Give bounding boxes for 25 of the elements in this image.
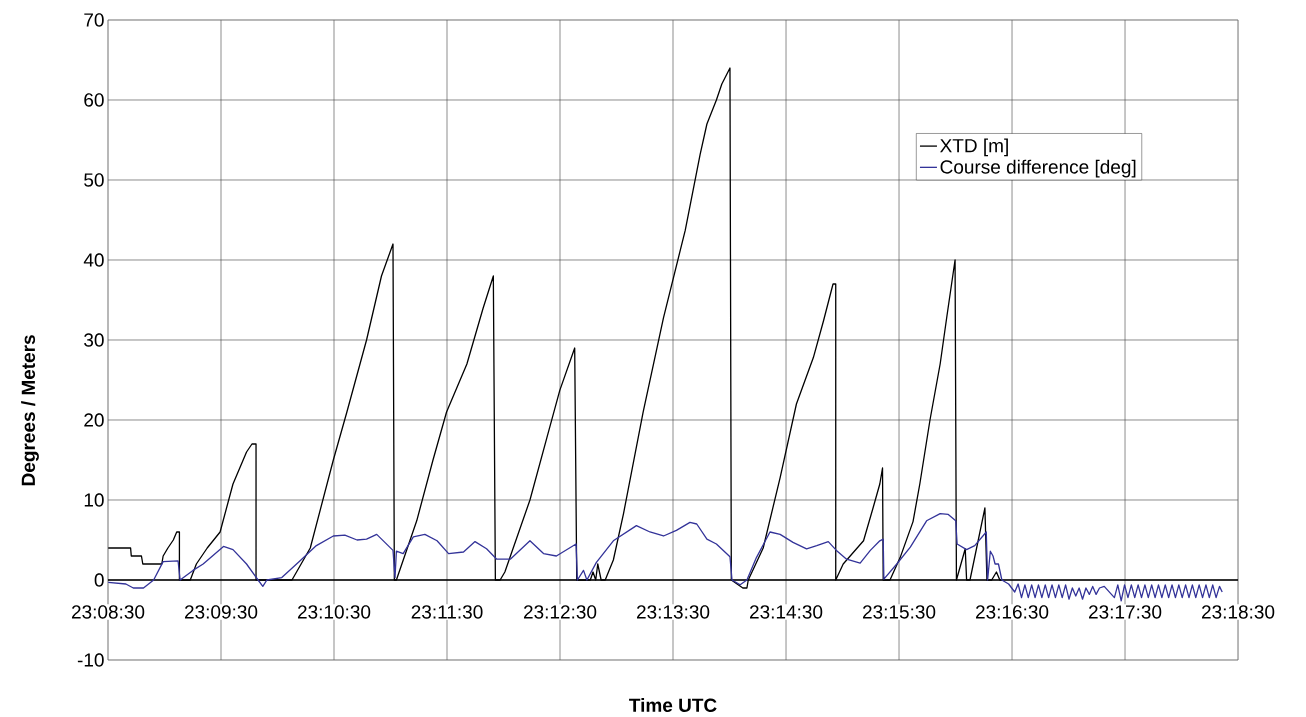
legend-label: XTD [m] (940, 138, 1008, 157)
y-axis-title: Degrees / Meters (21, 335, 39, 486)
y-tick-label: 20 (84, 413, 104, 427)
legend-label: Course difference [deg] (940, 159, 1136, 178)
x-tick-label: 23:18:30 (1202, 605, 1275, 619)
y-tick-label: 50 (84, 173, 104, 187)
x-axis-title: Time UTC (629, 698, 717, 712)
y-tick-label: 40 (83, 253, 104, 267)
y-tick-label: -10 (77, 653, 104, 667)
y-tick-label: 60 (84, 93, 104, 107)
x-tick-label: 23:08:30 (71, 605, 145, 619)
x-tick-label: 23:12:30 (523, 605, 597, 619)
x-tick-label: 23:15:30 (862, 605, 936, 619)
x-tick-label: 23:10:30 (297, 605, 371, 619)
x-tick-label: 23:14:30 (749, 605, 823, 619)
y-tick-label: 10 (84, 493, 104, 507)
x-tick-label: 23:16:30 (975, 605, 1049, 619)
y-tick-label: 0 (94, 573, 104, 587)
x-tick-label: 23:17:30 (1089, 605, 1162, 619)
line-series (108, 512, 1223, 602)
y-tick-label: 70 (84, 13, 104, 27)
x-tick-label: 23:13:30 (636, 605, 710, 619)
x-tick-label: 23:11:30 (411, 605, 483, 619)
y-tick-label: 30 (84, 333, 104, 347)
x-tick-label: 23:09:30 (184, 605, 258, 619)
